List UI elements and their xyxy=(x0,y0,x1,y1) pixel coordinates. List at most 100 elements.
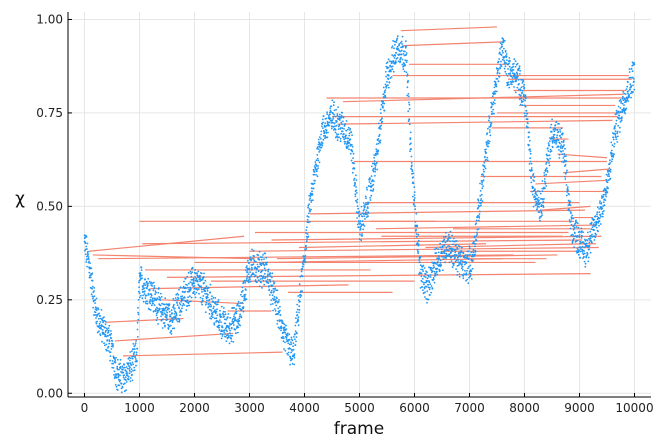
data-point xyxy=(482,174,485,176)
data-point xyxy=(590,221,593,224)
data-point xyxy=(630,85,633,88)
data-point xyxy=(371,162,374,165)
y-tick-label: 0.75 xyxy=(36,106,63,120)
data-point xyxy=(168,310,171,313)
data-point xyxy=(562,157,565,159)
data-point xyxy=(518,98,521,101)
data-point xyxy=(479,199,482,202)
data-point xyxy=(478,213,481,215)
data-point xyxy=(504,49,507,52)
data-point xyxy=(256,281,258,284)
data-point xyxy=(427,298,430,301)
data-point xyxy=(230,326,233,329)
data-point xyxy=(152,281,155,284)
data-point xyxy=(337,128,340,131)
data-point xyxy=(441,245,444,248)
data-point xyxy=(323,131,326,134)
data-point xyxy=(459,261,461,264)
data-point xyxy=(513,86,515,88)
data-point xyxy=(617,112,620,114)
data-point xyxy=(562,145,565,148)
data-point xyxy=(418,259,420,261)
data-point xyxy=(560,150,563,153)
data-point xyxy=(568,193,570,196)
data-point xyxy=(460,255,462,258)
data-point xyxy=(200,279,203,282)
data-point xyxy=(264,269,267,272)
data-point xyxy=(451,240,454,243)
data-point xyxy=(172,297,175,300)
data-point xyxy=(391,65,394,68)
data-point xyxy=(417,243,420,246)
data-point xyxy=(272,297,274,300)
data-point xyxy=(290,343,293,345)
axes xyxy=(67,12,651,398)
data-point xyxy=(633,63,636,66)
data-point xyxy=(451,250,454,252)
data-point xyxy=(526,118,529,120)
data-point xyxy=(313,182,316,185)
data-point xyxy=(304,261,307,264)
data-point xyxy=(109,334,112,336)
data-point xyxy=(422,289,424,291)
data-point xyxy=(129,377,132,379)
data-point xyxy=(161,327,164,329)
data-point xyxy=(296,303,299,306)
data-point xyxy=(122,366,124,369)
data-point xyxy=(174,297,177,299)
data-point xyxy=(552,128,555,131)
data-point xyxy=(630,96,632,99)
data-point xyxy=(491,95,494,98)
data-point xyxy=(104,323,107,325)
data-point xyxy=(228,342,231,345)
data-point xyxy=(187,271,190,274)
data-point xyxy=(550,131,553,133)
data-point xyxy=(141,277,144,280)
data-point xyxy=(358,214,361,217)
data-point xyxy=(557,146,560,148)
data-point xyxy=(422,264,425,267)
data-point xyxy=(498,51,501,54)
data-point xyxy=(149,300,151,303)
data-point xyxy=(127,357,130,360)
data-point xyxy=(196,280,199,283)
data-point xyxy=(111,340,114,342)
data-point xyxy=(520,86,523,89)
data-point xyxy=(254,279,257,281)
data-point xyxy=(340,116,343,119)
data-point xyxy=(226,334,228,337)
data-point xyxy=(558,149,560,151)
x-tick-labels: 0 1000 2000 3000 4000 5000 6000 7000 8000 9000 100… xyxy=(81,401,654,415)
data-point xyxy=(131,357,134,360)
data-point xyxy=(501,49,504,52)
data-point xyxy=(519,89,522,92)
data-point xyxy=(457,248,459,250)
data-point xyxy=(128,368,131,370)
data-point xyxy=(271,294,274,297)
data-point xyxy=(259,256,262,258)
data-point xyxy=(535,204,538,206)
data-point xyxy=(356,217,358,219)
data-point xyxy=(260,275,263,277)
data-point xyxy=(573,237,575,240)
data-point xyxy=(412,202,415,205)
data-point xyxy=(443,244,446,247)
data-point xyxy=(316,147,318,150)
data-point xyxy=(528,163,531,165)
data-point xyxy=(578,236,581,239)
data-point xyxy=(300,294,303,297)
data-point xyxy=(365,209,368,212)
data-point xyxy=(133,348,136,350)
data-point xyxy=(156,311,159,314)
data-point xyxy=(437,248,440,251)
data-point xyxy=(114,360,117,362)
data-point xyxy=(112,345,114,348)
data-point xyxy=(125,366,128,368)
data-point xyxy=(362,209,365,212)
data-point xyxy=(274,310,277,312)
data-point xyxy=(454,249,457,251)
data-point xyxy=(570,212,572,215)
data-point xyxy=(587,260,590,263)
data-point xyxy=(116,358,119,361)
data-point xyxy=(390,60,393,63)
